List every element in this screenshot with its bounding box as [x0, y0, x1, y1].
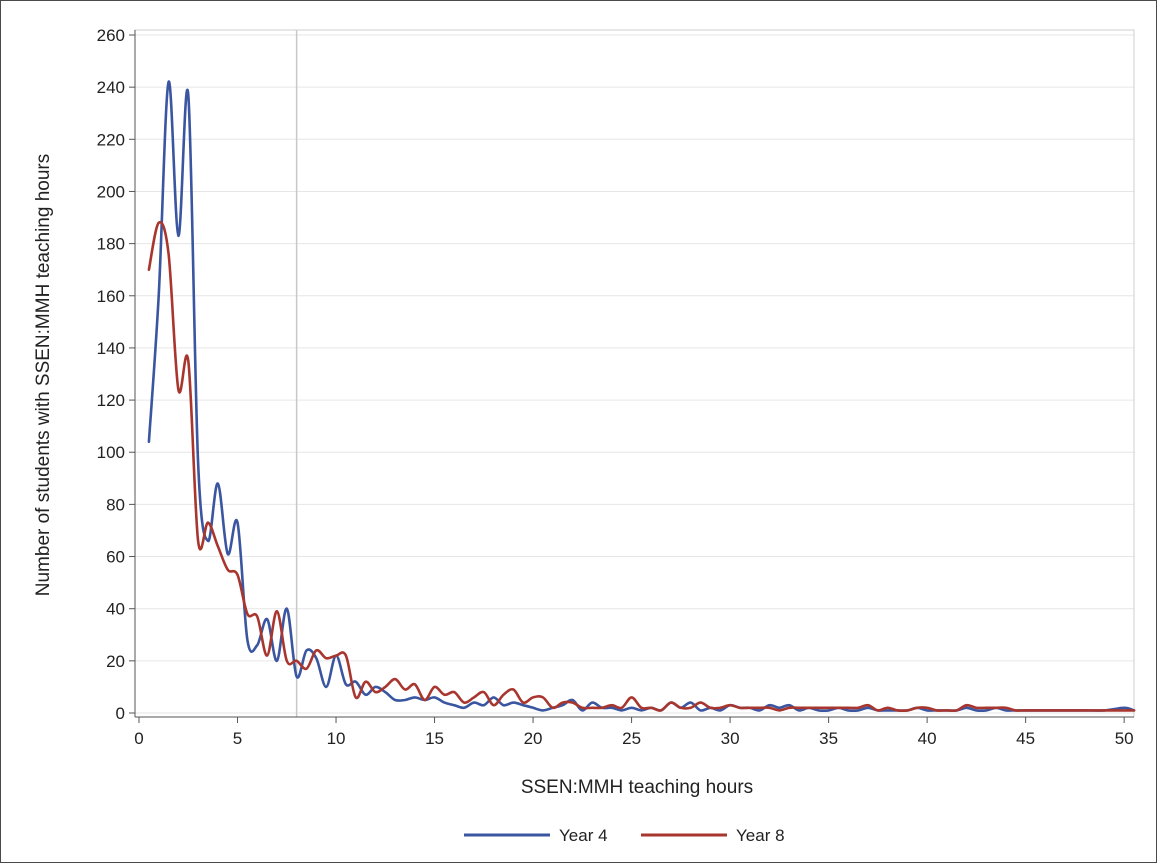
gridlines: [135, 34, 1134, 714]
y-axis-title: Number of students with SSEN:MMH teachin…: [33, 154, 54, 596]
x-tick-label: 25: [622, 729, 641, 748]
series-lines: [147, 80, 1136, 713]
y-tick-label: 260: [97, 26, 125, 45]
y-tick-label: 40: [106, 600, 125, 619]
y-tick-label: 180: [97, 235, 125, 254]
x-tick-label: 45: [1016, 729, 1035, 748]
legend: Year 4 Year 8: [464, 826, 785, 845]
y-tick-label: 0: [116, 704, 125, 723]
x-tick-label: 15: [425, 729, 444, 748]
x-tick-label: 10: [327, 729, 346, 748]
series-line-year-8: [147, 220, 1136, 713]
y-tick-label: 80: [106, 495, 125, 514]
x-tick-label: 5: [233, 729, 242, 748]
y-tick-label: 160: [97, 287, 125, 306]
legend-label-year-4: Year 4: [559, 826, 608, 845]
y-tick-label: 200: [97, 182, 125, 201]
y-tick-label: 100: [97, 443, 125, 462]
y-tick-label: 220: [97, 130, 125, 149]
y-tick-label: 240: [97, 78, 125, 97]
y-tick-label: 20: [106, 652, 125, 671]
x-tick-label: 50: [1115, 729, 1134, 748]
x-tick-label: 40: [918, 729, 937, 748]
y-tick-label: 60: [106, 548, 125, 567]
legend-label-year-8: Year 8: [736, 826, 785, 845]
x-tick-label: 20: [524, 729, 543, 748]
axes: 0 20 40 60 80 100 120 140 160 180 200 220 240 260 0 5 10…: [97, 26, 1134, 748]
x-tick-label: 35: [819, 729, 838, 748]
x-axis-title: SSEN:MMH teaching hours: [521, 777, 753, 798]
y-tick-label: 140: [97, 339, 125, 358]
x-tick-label: 0: [134, 729, 143, 748]
x-tick-label: 30: [721, 729, 740, 748]
y-tick-label: 120: [97, 391, 125, 410]
